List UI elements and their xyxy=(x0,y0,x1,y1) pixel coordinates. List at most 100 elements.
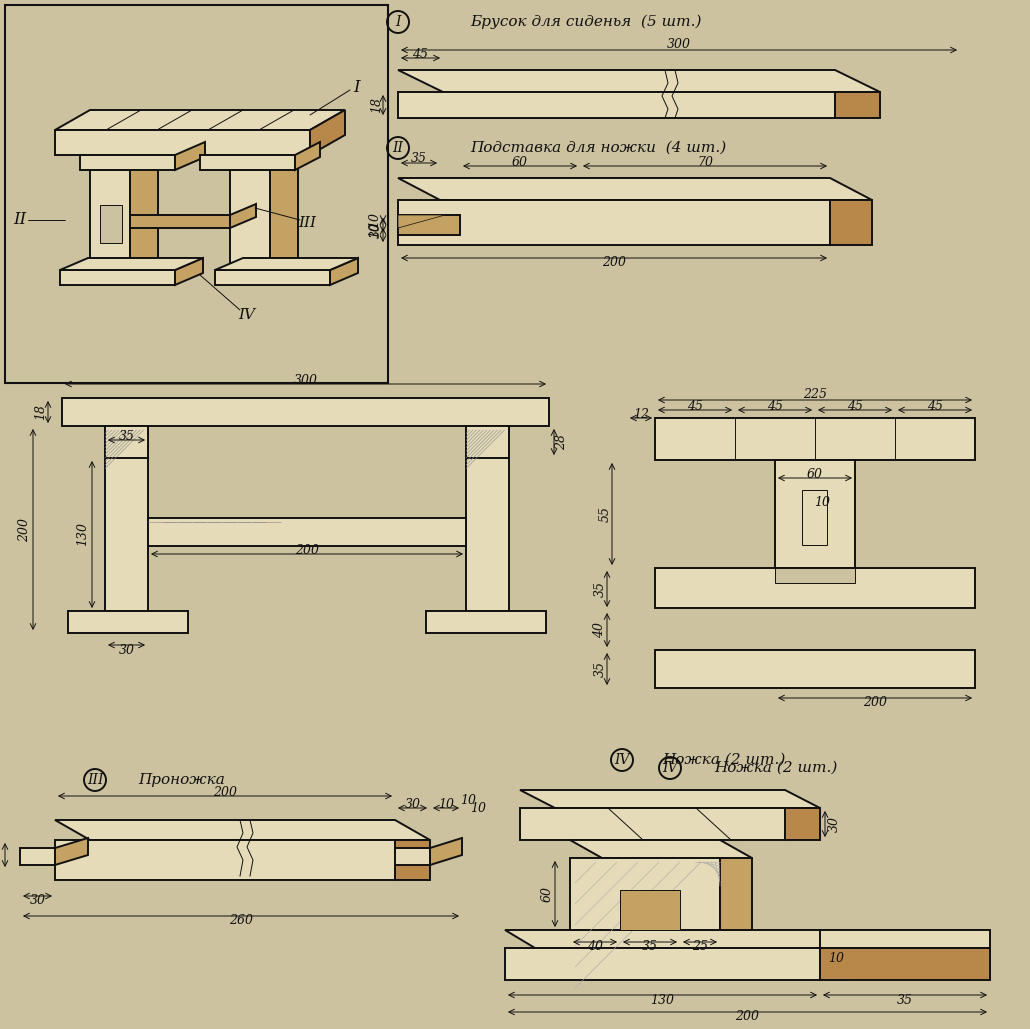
Text: 25: 25 xyxy=(692,941,708,954)
Bar xyxy=(148,518,466,546)
Bar xyxy=(426,611,546,633)
Polygon shape xyxy=(505,930,850,948)
Polygon shape xyxy=(130,158,158,270)
Text: 35: 35 xyxy=(118,429,135,442)
Bar xyxy=(62,398,549,426)
Bar xyxy=(466,426,509,458)
Text: 260: 260 xyxy=(229,915,253,927)
Text: 35: 35 xyxy=(593,581,607,597)
Text: 300: 300 xyxy=(667,38,691,51)
Text: 30: 30 xyxy=(827,816,840,832)
Bar xyxy=(5,5,388,383)
Bar xyxy=(775,460,855,568)
Text: 35: 35 xyxy=(593,661,607,677)
Polygon shape xyxy=(215,258,358,270)
Polygon shape xyxy=(80,155,175,170)
Text: 130: 130 xyxy=(651,994,675,1006)
Text: 10: 10 xyxy=(828,952,844,964)
Polygon shape xyxy=(55,820,430,840)
Polygon shape xyxy=(520,808,785,840)
Text: Подставка для ножки  (4 шт.): Подставка для ножки (4 шт.) xyxy=(470,141,726,155)
Text: 60: 60 xyxy=(806,467,823,481)
Text: IV: IV xyxy=(614,753,629,767)
Bar xyxy=(655,568,975,608)
Text: 12: 12 xyxy=(633,407,649,421)
Polygon shape xyxy=(394,848,430,865)
Text: 30: 30 xyxy=(0,847,3,863)
Text: 18: 18 xyxy=(34,404,47,420)
Text: 40: 40 xyxy=(587,941,603,954)
Bar xyxy=(775,568,855,583)
Text: 30: 30 xyxy=(370,222,382,238)
Text: III: III xyxy=(298,216,316,230)
Text: Ножка (2 шт.): Ножка (2 шт.) xyxy=(662,753,785,767)
Text: 30: 30 xyxy=(405,797,420,811)
Polygon shape xyxy=(394,840,430,880)
Text: Ножка (2 шт.): Ножка (2 шт.) xyxy=(714,761,837,775)
Polygon shape xyxy=(130,215,230,228)
Text: 28: 28 xyxy=(555,434,569,450)
Text: III: III xyxy=(87,773,103,787)
Polygon shape xyxy=(90,170,130,270)
Text: 200: 200 xyxy=(295,543,319,557)
Polygon shape xyxy=(830,200,872,245)
Text: 200: 200 xyxy=(735,1010,759,1024)
Polygon shape xyxy=(230,170,270,270)
Text: 45: 45 xyxy=(767,399,783,413)
Text: 200: 200 xyxy=(19,518,32,541)
Text: 10: 10 xyxy=(470,802,486,815)
Polygon shape xyxy=(20,848,55,865)
Polygon shape xyxy=(785,808,820,840)
Polygon shape xyxy=(55,838,88,865)
Polygon shape xyxy=(55,110,345,130)
Polygon shape xyxy=(310,110,345,155)
Polygon shape xyxy=(398,70,880,92)
Text: 18: 18 xyxy=(371,97,383,113)
Polygon shape xyxy=(200,155,295,170)
Polygon shape xyxy=(820,930,990,948)
Polygon shape xyxy=(820,948,990,980)
Polygon shape xyxy=(720,858,752,930)
Text: I: I xyxy=(396,15,401,29)
Text: 35: 35 xyxy=(642,941,658,954)
Text: 30: 30 xyxy=(30,894,45,908)
Bar xyxy=(100,205,122,243)
Text: 45: 45 xyxy=(847,399,863,413)
Text: 10: 10 xyxy=(369,222,381,238)
Text: 60: 60 xyxy=(541,886,553,902)
Polygon shape xyxy=(398,215,460,235)
Polygon shape xyxy=(270,158,298,270)
Polygon shape xyxy=(620,890,680,930)
Text: 45: 45 xyxy=(412,47,428,61)
Polygon shape xyxy=(55,840,394,880)
Text: IV: IV xyxy=(239,308,255,322)
Text: 200: 200 xyxy=(602,255,626,269)
Text: II: II xyxy=(13,212,27,228)
Polygon shape xyxy=(230,204,256,228)
Polygon shape xyxy=(215,270,330,285)
Polygon shape xyxy=(505,948,820,980)
Polygon shape xyxy=(55,130,310,155)
Polygon shape xyxy=(820,948,850,980)
Polygon shape xyxy=(60,270,175,285)
Text: II: II xyxy=(392,141,404,155)
Text: Брусок для сиденья  (5 шт.): Брусок для сиденья (5 шт.) xyxy=(470,14,701,29)
Text: 35: 35 xyxy=(411,152,427,166)
Polygon shape xyxy=(835,92,880,118)
Polygon shape xyxy=(570,840,752,858)
Text: I: I xyxy=(353,78,360,96)
Text: 10: 10 xyxy=(814,497,830,509)
Text: 35: 35 xyxy=(897,994,913,1006)
Bar xyxy=(655,418,975,460)
Text: IV: IV xyxy=(662,761,678,775)
Text: 300: 300 xyxy=(294,374,317,387)
Text: 55: 55 xyxy=(598,506,612,522)
Text: 225: 225 xyxy=(803,389,827,401)
Text: 10: 10 xyxy=(369,212,381,228)
Polygon shape xyxy=(520,790,820,808)
Polygon shape xyxy=(175,258,203,285)
Bar xyxy=(466,426,509,611)
Polygon shape xyxy=(60,258,203,270)
Polygon shape xyxy=(398,200,830,245)
Text: 200: 200 xyxy=(863,697,887,710)
